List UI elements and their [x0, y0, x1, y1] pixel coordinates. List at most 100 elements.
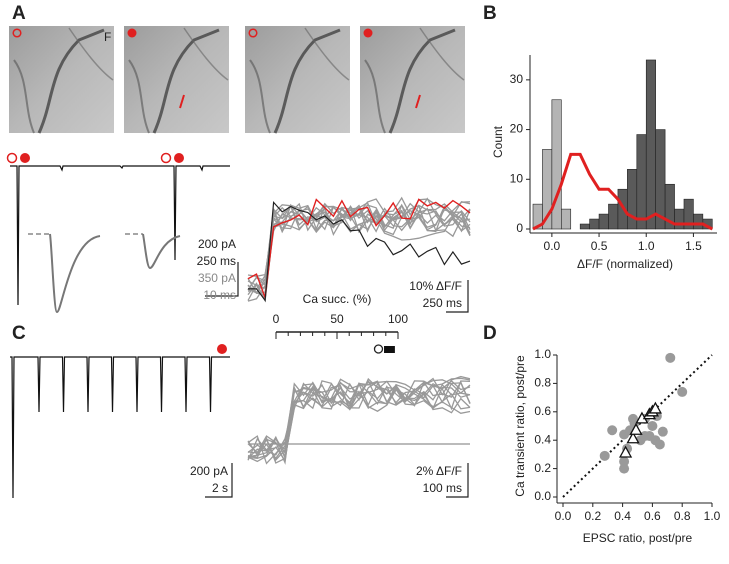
calcium-traces [247, 375, 471, 465]
process [304, 27, 350, 81]
point [619, 463, 630, 474]
scale-label: 250 ms [423, 296, 462, 310]
marker [248, 28, 258, 38]
process [152, 28, 220, 134]
point [618, 445, 633, 458]
trace [247, 377, 471, 459]
bar [636, 134, 647, 230]
stim [415, 94, 421, 109]
scale-label: 10 ms [203, 288, 236, 302]
y-tick-label: 0.6 [534, 404, 551, 418]
scale-label: 2% ΔF/F [416, 464, 462, 478]
scale-label: 350 pA [198, 271, 236, 285]
y-tick-label: 20 [510, 122, 524, 136]
x-tick-label: 0.5 [591, 239, 608, 253]
point [628, 413, 639, 424]
bar [655, 129, 666, 230]
micrograph [124, 26, 229, 133]
x-tick-label: 100 [388, 312, 408, 326]
micrograph [245, 26, 350, 133]
point [647, 421, 658, 431]
bar [589, 218, 600, 230]
scale-label: 250 ms [197, 254, 236, 268]
image-label: F [104, 30, 111, 44]
y-tick-label: 0.2 [534, 461, 551, 475]
y-axis-label: Count [491, 125, 505, 158]
process [364, 59, 386, 134]
x-tick-label: 0.0 [544, 239, 561, 253]
process [183, 27, 229, 81]
micrograph [9, 26, 114, 133]
trace [247, 205, 471, 302]
marker [12, 28, 22, 38]
trace [247, 386, 471, 455]
x-tick-label: 0.0 [555, 509, 572, 523]
process [128, 59, 150, 134]
bar [608, 203, 619, 230]
process [388, 28, 456, 134]
panel-label: A [12, 3, 26, 24]
scale-label: 2 s [212, 481, 228, 495]
x-tick-label: 0.4 [614, 509, 631, 523]
y-tick-label: 30 [510, 72, 524, 86]
y-tick-label: 0.0 [534, 489, 551, 503]
x-tick-label: 0.2 [584, 509, 601, 523]
x-axis-label: EPSC ratio, post/pre [583, 531, 693, 545]
process [273, 28, 341, 134]
point [648, 401, 662, 414]
x-tick-label: 1.0 [704, 509, 721, 523]
trace [247, 203, 471, 291]
scale-label: 200 pA [198, 237, 236, 251]
point [665, 352, 676, 363]
panel-label: C [12, 323, 26, 344]
x-tick-label: 1.5 [685, 239, 702, 253]
x-tick-label: 50 [330, 312, 344, 326]
bar [664, 183, 675, 230]
trace [247, 382, 471, 465]
panel-label: B [483, 3, 497, 24]
ephys-trace [10, 344, 233, 499]
trace [247, 203, 471, 290]
point [677, 386, 688, 397]
y-tick-label: 0 [516, 221, 523, 235]
point [626, 431, 640, 444]
marker [363, 28, 373, 38]
scale-label: 100 ms [423, 481, 462, 495]
trace [247, 200, 471, 303]
x-tick-label: 0.6 [644, 509, 661, 523]
y-tick-label: 0.4 [534, 432, 551, 446]
micrograph [360, 26, 465, 133]
trace [247, 377, 471, 459]
point [657, 426, 668, 437]
scale-bar [446, 280, 469, 313]
point [654, 439, 665, 450]
stim [179, 94, 185, 109]
scale-bar [446, 463, 469, 498]
point [629, 422, 643, 435]
y-tick-label: 10 [510, 171, 524, 185]
ephys-traces [6, 152, 239, 314]
process [13, 59, 35, 134]
line [532, 152, 713, 231]
process [37, 28, 105, 134]
calcium-traces [247, 196, 471, 303]
x-tick-label: 0.8 [674, 509, 691, 523]
bar [674, 208, 685, 230]
bar [598, 213, 609, 230]
x-tick-label: 0 [273, 312, 280, 326]
process [68, 27, 114, 81]
bar [579, 223, 590, 230]
x-axis-label: ΔF/F (normalized) [577, 257, 673, 271]
micrographs [9, 26, 465, 134]
trace [247, 198, 471, 298]
point [607, 425, 618, 436]
process [249, 59, 271, 134]
point [619, 456, 630, 467]
scale-label: 10% ΔF/F [409, 279, 462, 293]
process [419, 27, 465, 81]
scale-label: 200 pA [190, 464, 228, 478]
marker [127, 28, 137, 38]
x-tick-label: 1.0 [638, 239, 655, 253]
identity-line [562, 354, 713, 498]
